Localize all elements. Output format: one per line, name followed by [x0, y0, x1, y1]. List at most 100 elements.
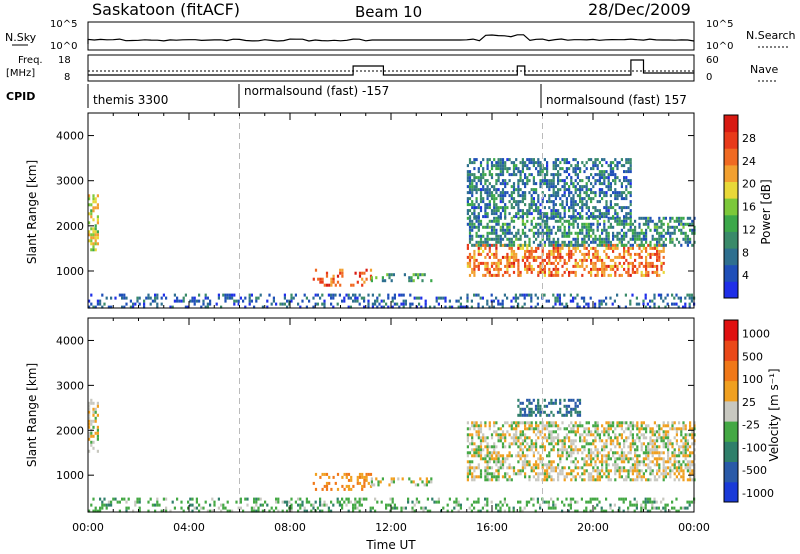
- power-cell-4: [649, 240, 652, 244]
- nsky-trace: [87, 34, 695, 44]
- velocity-cell-3: [616, 469, 619, 473]
- velocity-cell-3: [645, 436, 648, 440]
- power-cell-6: [217, 296, 220, 300]
- power-cell-5: [572, 200, 575, 204]
- power-cell-3: [550, 273, 553, 277]
- power-cell-2: [403, 273, 406, 277]
- power-cell-6: [644, 296, 647, 300]
- velocity-cell-3: [530, 421, 533, 425]
- power-cell-5: [612, 167, 615, 171]
- velocity-cell-3: [495, 475, 498, 479]
- power-cell-4: [618, 240, 621, 244]
- power-cell-4: [671, 237, 674, 241]
- velocity-cell-3: [658, 433, 661, 437]
- velocity-cell-3: [468, 463, 472, 467]
- power-cell-4: [477, 225, 480, 229]
- velocity-colorbar-swatch: [724, 461, 738, 483]
- power-cell-3: [557, 255, 560, 259]
- velocity-cell-5: [101, 506, 104, 510]
- velocity-cell-3: [658, 430, 661, 434]
- power-cell-5: [552, 212, 555, 216]
- power-cell-3: [508, 246, 511, 250]
- power-cell-6: [209, 299, 212, 303]
- power-cell-3: [495, 273, 498, 277]
- power-cell-1: [323, 283, 326, 287]
- power-cell-5: [504, 167, 507, 171]
- velocity-cell-5: [136, 500, 139, 504]
- power-cell-6: [250, 293, 253, 297]
- power-cell-5: [530, 206, 533, 210]
- velocity-cell-3: [499, 463, 502, 467]
- power-cell-5: [616, 203, 619, 207]
- velocity-cell-3: [660, 436, 663, 440]
- velocity-colorbar-swatch: [724, 380, 738, 402]
- power-cell-6: [583, 296, 586, 300]
- power-cell-3: [493, 261, 496, 265]
- velocity-cell-5: [633, 509, 636, 513]
- velocity-cell-3: [684, 433, 687, 437]
- power-cell-1: [361, 277, 364, 281]
- power-cell-3: [658, 249, 661, 253]
- power-cell-5: [594, 164, 597, 168]
- power-cell-5: [557, 158, 560, 162]
- power-cell-5: [530, 212, 533, 216]
- power-cell-5: [576, 176, 579, 180]
- velocity-cell-3: [645, 424, 648, 428]
- velocity-cell-3: [631, 427, 634, 431]
- velocity-cell-3: [673, 451, 676, 455]
- velocity-cell-3: [501, 466, 505, 470]
- power-cell-6: [512, 305, 515, 309]
- power-cell-5: [479, 200, 483, 204]
- power-cell-6: [349, 305, 352, 309]
- power-cell-5: [499, 182, 502, 186]
- velocity-cell-3: [475, 445, 478, 449]
- power-cell-6: [367, 299, 370, 303]
- power-cell-0: [88, 239, 91, 243]
- velocity-cell-3: [658, 451, 661, 455]
- power-cell-5: [627, 206, 630, 210]
- velocity-cell-5: [422, 506, 425, 510]
- power-cell-3: [656, 255, 659, 259]
- power-cell-5: [616, 194, 619, 198]
- power-cell-3: [528, 249, 531, 253]
- power-cell-5: [585, 176, 588, 180]
- power-cell-4: [585, 228, 588, 232]
- power-cell-4: [552, 240, 555, 244]
- power-cell-4: [539, 222, 542, 226]
- power-cell-5: [490, 173, 494, 177]
- power-cell-5: [468, 158, 472, 162]
- power-cell-5: [587, 215, 590, 219]
- power-cell-0: [96, 230, 99, 234]
- velocity-cell-3: [581, 433, 584, 437]
- velocity-cell-3: [638, 430, 641, 434]
- power-cell-5: [539, 215, 542, 219]
- power-cell-4: [539, 216, 542, 220]
- power-cell-5: [546, 212, 549, 216]
- power-cell-6: [517, 302, 520, 306]
- power-cell-3: [508, 255, 511, 259]
- velocity-cell-1: [358, 475, 362, 479]
- velocity-cell-3: [614, 433, 617, 437]
- power-cell-4: [609, 225, 612, 229]
- velocity-cell-3: [477, 445, 480, 449]
- velocity-cell-5: [327, 506, 330, 510]
- velocity-cell-3: [559, 439, 562, 443]
- power-cell-5: [519, 209, 522, 213]
- power-cell-4: [636, 231, 639, 235]
- velocity-cell-3: [510, 436, 513, 440]
- velocity-cell-3: [634, 463, 637, 467]
- velocity-cell-3: [473, 427, 476, 431]
- power-cell-3: [609, 267, 612, 271]
- velocity-cell-5: [264, 500, 267, 504]
- power-cell-6: [90, 293, 93, 297]
- velocity-cell-3: [667, 454, 670, 458]
- velocity-cell-3: [532, 454, 535, 458]
- velocity-cell-4: [576, 413, 579, 417]
- power-cell-5: [563, 182, 566, 186]
- power-cell-5: [515, 212, 518, 216]
- velocity-cell-3: [572, 469, 575, 473]
- power-cell-6: [336, 302, 339, 306]
- velocity-cell-3: [678, 454, 681, 458]
- velocity-cell-0: [90, 434, 93, 438]
